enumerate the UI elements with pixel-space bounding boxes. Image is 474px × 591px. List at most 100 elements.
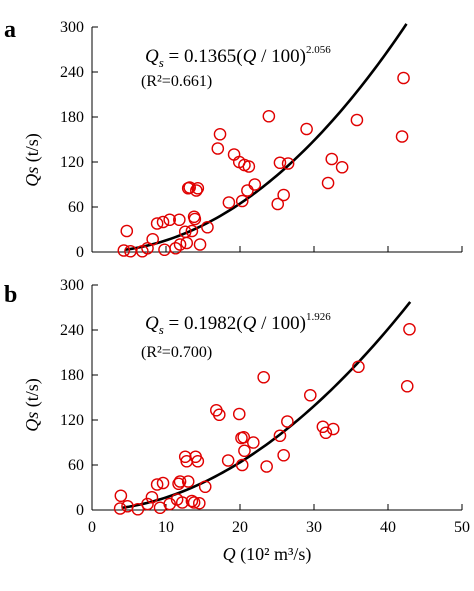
data-point [187, 496, 201, 509]
fit-curve [125, 23, 408, 252]
data-point [281, 415, 294, 428]
y-tick-label: 60 [68, 199, 84, 216]
data-point [247, 436, 260, 449]
y-axis-title: Qs (t/s) [22, 378, 43, 432]
panel-label: a [4, 17, 16, 43]
y-tick-label: 180 [60, 109, 84, 126]
x-tick-label: 10 [158, 519, 174, 536]
fit-equation: Qs = 0.1365(Q / 100)2.056 [145, 44, 331, 70]
data-point [212, 408, 226, 422]
data-point [191, 454, 205, 468]
data-point [141, 497, 154, 511]
fit-equation: Qs = 0.1982(Q / 100)1.926 [145, 311, 331, 337]
r-squared-label: (R²=0.700) [141, 344, 212, 361]
data-point [163, 213, 176, 227]
x-axis-title: Q (10² m³/s) [223, 544, 312, 565]
x-tick-label: 30 [306, 519, 322, 536]
data-point [303, 388, 317, 402]
data-point [156, 476, 170, 490]
data-point [213, 127, 227, 141]
y-tick-label: 120 [60, 154, 84, 171]
x-tick-label: 50 [454, 519, 470, 536]
x-axis-title-symbol: Q [223, 544, 236, 564]
data-point [193, 238, 207, 251]
data-point [221, 454, 235, 467]
data-point [350, 113, 364, 127]
equation-lhs-subscript: s [159, 55, 164, 70]
data-point [114, 489, 128, 503]
data-point [400, 379, 414, 393]
data-point [117, 244, 131, 257]
equation-rest: / 100) [256, 46, 306, 67]
data-point [300, 122, 313, 136]
y-tick-label: 300 [60, 19, 84, 36]
equation-coefficient: = 0.1365( [164, 46, 243, 67]
data-point [403, 322, 416, 336]
y-axis-title-symbol: Qs [22, 412, 42, 432]
data-point [395, 130, 409, 143]
fit-curve [121, 301, 412, 510]
data-point [235, 194, 249, 208]
data-point [173, 213, 186, 227]
x-axis-title-unit: (10² m³/s) [236, 544, 312, 565]
data-point [173, 238, 187, 251]
data-point [180, 236, 194, 250]
y-axis-title-unit: (t/s) [22, 133, 43, 167]
data-point [158, 243, 171, 257]
data-point [173, 475, 187, 488]
data-point [242, 160, 256, 173]
y-tick-label: 240 [60, 322, 84, 339]
y-tick-label: 120 [60, 412, 84, 429]
data-point [277, 448, 290, 462]
y-tick-label: 240 [60, 64, 84, 81]
data-point [124, 244, 137, 258]
data-point [163, 497, 176, 511]
y-axis-title-unit: (t/s) [22, 378, 43, 412]
data-point [321, 176, 335, 190]
data-point [183, 181, 196, 194]
data-point [181, 475, 195, 488]
data-point [260, 460, 273, 473]
data-point [248, 178, 262, 191]
data-point [277, 188, 290, 202]
y-tick-label: 300 [60, 277, 84, 294]
data-point [352, 360, 365, 374]
data-point [190, 184, 203, 197]
data-point [211, 142, 225, 155]
data-point [198, 480, 212, 494]
data-point [145, 490, 159, 504]
data-point [326, 422, 340, 436]
data-point [150, 217, 164, 230]
x-tick-label: 0 [88, 519, 96, 536]
data-point [185, 494, 199, 508]
data-point [262, 109, 276, 123]
equation-rest: / 100) [256, 313, 306, 334]
data-point [325, 152, 339, 166]
equation-exponent: 1.926 [306, 311, 331, 323]
y-axis-title-symbol: Qs [22, 167, 42, 187]
y-tick-label: 180 [60, 367, 84, 384]
equation-lhs: Q [145, 46, 159, 67]
data-point [257, 370, 270, 384]
data-point [237, 430, 250, 444]
data-point [271, 197, 285, 211]
data-point [397, 71, 410, 85]
data-point [235, 458, 249, 472]
panel-label: b [4, 282, 17, 308]
x-tick-label: 20 [232, 519, 248, 536]
data-point [113, 502, 127, 515]
data-point [131, 502, 145, 516]
y-tick-label: 60 [68, 457, 84, 474]
data-point [281, 157, 295, 170]
data-point [222, 196, 236, 209]
equation-lhs-subscript: s [159, 322, 164, 337]
data-point [241, 184, 254, 197]
x-tick-label: 40 [380, 519, 396, 536]
data-point [238, 444, 251, 458]
data-point [273, 429, 287, 443]
data-point [156, 215, 170, 229]
data-point [120, 224, 134, 238]
data-point [188, 212, 202, 226]
data-point [273, 156, 287, 170]
